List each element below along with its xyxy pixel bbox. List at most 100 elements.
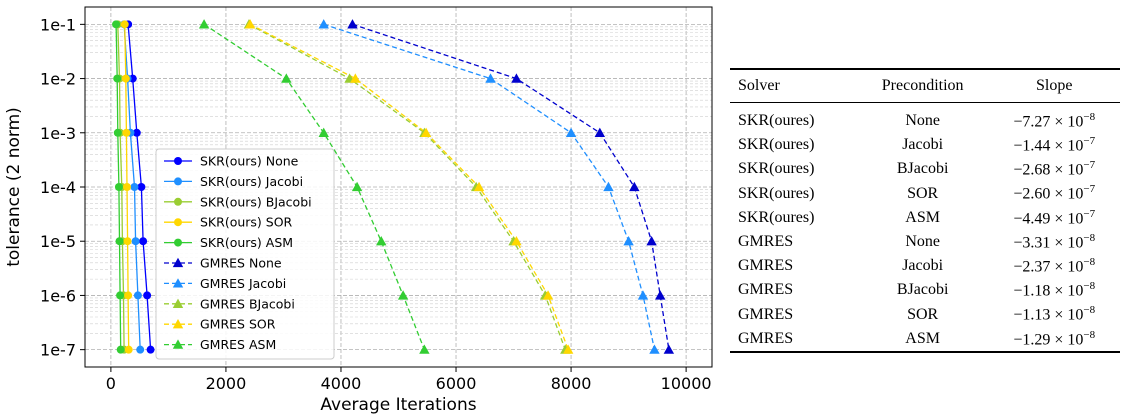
slope-table-container: Solver Precondition Slope SKR(oures) None… [730,68,1120,353]
data-point [124,345,133,354]
data-point [420,127,432,137]
cell-solver: SKR(oures) [738,136,815,154]
legend-entry: SKR(ours) BJacobi [200,194,312,209]
data-point [116,345,125,354]
slope-times-ten: × 10 [1050,306,1084,324]
data-point [133,291,142,300]
slope-times-ten: × 10 [1050,258,1084,276]
legend-entry: SKR(ours) Jacobi [200,174,303,189]
legend-entry: SKR(ours) SOR [200,215,293,230]
cell-slope: −2.37 × 10−8 [988,254,1120,278]
cell-precondition: None [905,112,940,130]
slope-exponent: −8 [1083,280,1096,293]
legend-marker [174,157,182,165]
cell-precondition: BJacobi [896,160,949,178]
table-row: GMRES SOR −1.13 × 10−8 [730,303,1120,327]
cell-slope: −1.13 × 10−8 [988,303,1120,327]
data-point [281,73,292,83]
header-precondition: Precondition [881,77,964,94]
data-point [115,237,124,246]
slope-times-ten: × 10 [1050,137,1084,155]
slope-exponent: −7 [1083,159,1096,172]
cell-precondition: SOR [907,305,939,323]
slope-exponent: −8 [1083,231,1096,244]
data-point [136,345,145,354]
data-point [132,128,141,137]
y-axis-label: tolerance (2 norm) [4,107,24,267]
data-point [376,236,387,246]
data-point [351,181,363,192]
x-tick-label: 8000 [551,374,592,393]
slope-mantissa: −1.18 [1013,282,1051,300]
data-point [663,344,675,354]
legend-entry: GMRES None [200,256,282,271]
y-tick-label: 1e-7 [40,341,76,360]
y-tick-label: 1e-1 [40,15,76,34]
legend-entry: GMRES BJacobi [200,296,295,311]
slope-mantissa: −2.37 [1013,258,1051,276]
table-row: SKR(oures) SOR −2.60 × 10−7 [730,182,1120,206]
cell-solver: SKR(oures) [738,208,815,226]
slope-mantissa: −4.49 [1013,210,1051,227]
data-point [143,291,152,300]
header-solver: Solver [738,77,780,94]
table-body: SKR(oures) None −7.27 × 10−8 SKR(oures) Jaco… [730,103,1120,352]
data-point [565,127,577,137]
slope-times-ten: × 10 [1050,282,1084,300]
slope-times-ten: × 10 [1050,185,1084,203]
legend-frame [155,148,335,360]
slope-exponent: −7 [1083,207,1096,220]
data-point [594,127,606,137]
data-point [542,290,554,300]
data-point [511,73,522,83]
x-tick-label: 6000 [436,374,477,393]
table-row: SKR(oures) None −7.27 × 10−8 [730,103,1120,134]
slope-mantissa: −2.60 [1013,185,1051,203]
data-point [603,181,614,192]
slope-mantissa: −7.27 [1013,113,1051,131]
data-point [419,344,430,354]
table-header-row: Solver Precondition Slope [730,69,1120,103]
data-point [112,20,121,29]
data-point [113,128,122,137]
data-point [130,183,139,191]
table-row: GMRES BJacobi −1.18 × 10−8 [730,278,1120,302]
legend: SKR(ours) None SKR(ours) Jacobi SKR(ours) … [155,148,335,360]
y-tick-label: 1e-4 [40,178,76,197]
data-point [124,291,133,300]
x-tick-label: 2000 [206,374,247,393]
table-row: GMRES None −3.31 × 10−8 [730,230,1120,254]
legend-entry: SKR(ours) None [200,154,299,169]
data-point [473,181,485,192]
axis-ticks: 0 2000 4000 6000 8000 10000 1e-1 1e-2 1e-3 1e-4 1e… [40,15,712,393]
convergence-chart: 0 2000 4000 6000 8000 10000 1e-1 1e-2 1e-3 1e-4 1e… [4,6,713,415]
data-point [123,237,132,246]
slope-mantissa: −1.29 [1013,330,1051,348]
legend-marker [174,177,182,186]
slope-times-ten: × 10 [1050,113,1084,131]
data-point [485,73,496,83]
cell-solver: GMRES [738,329,794,347]
slope-times-ten: × 10 [1050,210,1084,227]
legend-marker [174,218,182,227]
data-point [318,127,329,137]
x-tick-label: 10000 [661,374,712,393]
data-point [113,74,122,83]
legend-marker [172,257,184,268]
cell-solver: GMRES [738,233,794,251]
cell-slope: −1.29 × 10−8 [988,327,1120,352]
slope-mantissa: −2.68 [1013,161,1051,179]
cell-slope: −4.49 × 10−7 [988,206,1120,230]
table-row: SKR(oures) ASM −4.49 × 10−7 [730,206,1120,230]
data-point [131,237,140,246]
data-point [114,183,123,191]
slope-times-ten: × 10 [1050,330,1084,348]
legend-marker [172,339,184,349]
cell-slope: −2.60 × 10−7 [988,182,1120,206]
data-point [120,20,129,29]
data-point [122,183,131,191]
data-point [318,19,329,29]
legend-marker [172,278,184,288]
cell-slope: −1.18 × 10−8 [988,278,1120,302]
data-point [350,73,361,83]
